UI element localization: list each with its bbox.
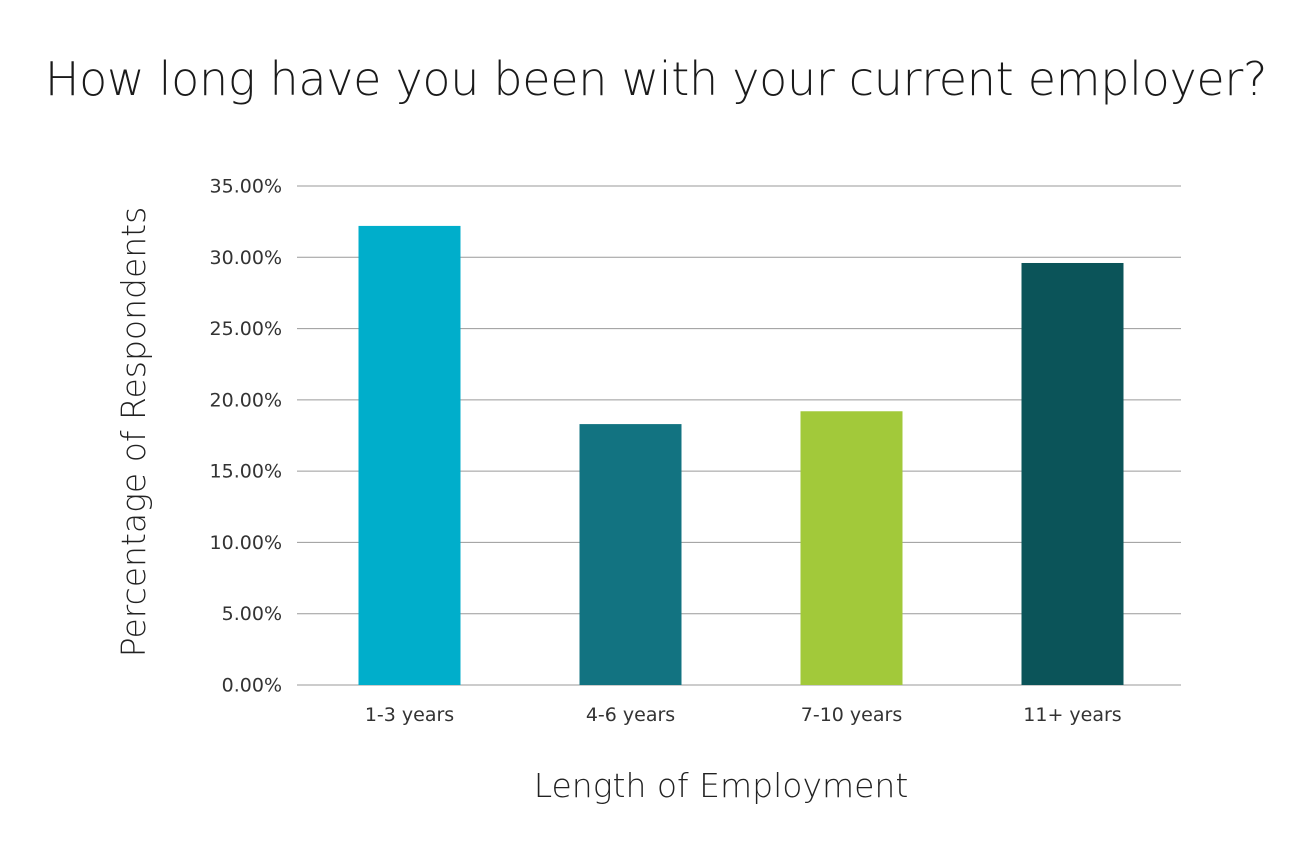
y-tick-labels: 0.00% 5.00% 10.00% 15.00% 20.00% 25.00% 30.00%… [210, 176, 282, 697]
bars [358, 225, 1124, 686]
x-tick-label: 4-6 years [586, 704, 675, 726]
chart-title: How long have you been with your current… [44, 52, 1268, 106]
y-tick-label: 5.00% [222, 603, 282, 625]
y-tick-label: 30.00% [210, 247, 282, 269]
bar-11-years [1021, 262, 1124, 685]
bar-7-10-years [800, 411, 903, 685]
y-tick-label: 10.00% [210, 532, 282, 554]
y-axis-title: Percentage of Respondents [114, 207, 153, 658]
y-tick-label: 25.00% [210, 318, 282, 340]
y-tick-label: 15.00% [210, 461, 282, 483]
bar-4-6-years [579, 424, 682, 685]
x-tick-label: 7-10 years [801, 704, 902, 726]
y-tick-label: 0.00% [222, 675, 282, 697]
x-axis-title: Length of Employment [534, 766, 909, 805]
bar-1-3-years [358, 225, 461, 686]
y-tick-label: 20.00% [210, 389, 282, 411]
x-tick-label: 11+ years [1023, 704, 1121, 726]
y-tick-label: 35.00% [210, 176, 282, 198]
x-tick-label: 1-3 years [365, 704, 454, 726]
x-tick-labels: 1-3 years 4-6 years 7-10 years 11+ years [365, 704, 1122, 726]
